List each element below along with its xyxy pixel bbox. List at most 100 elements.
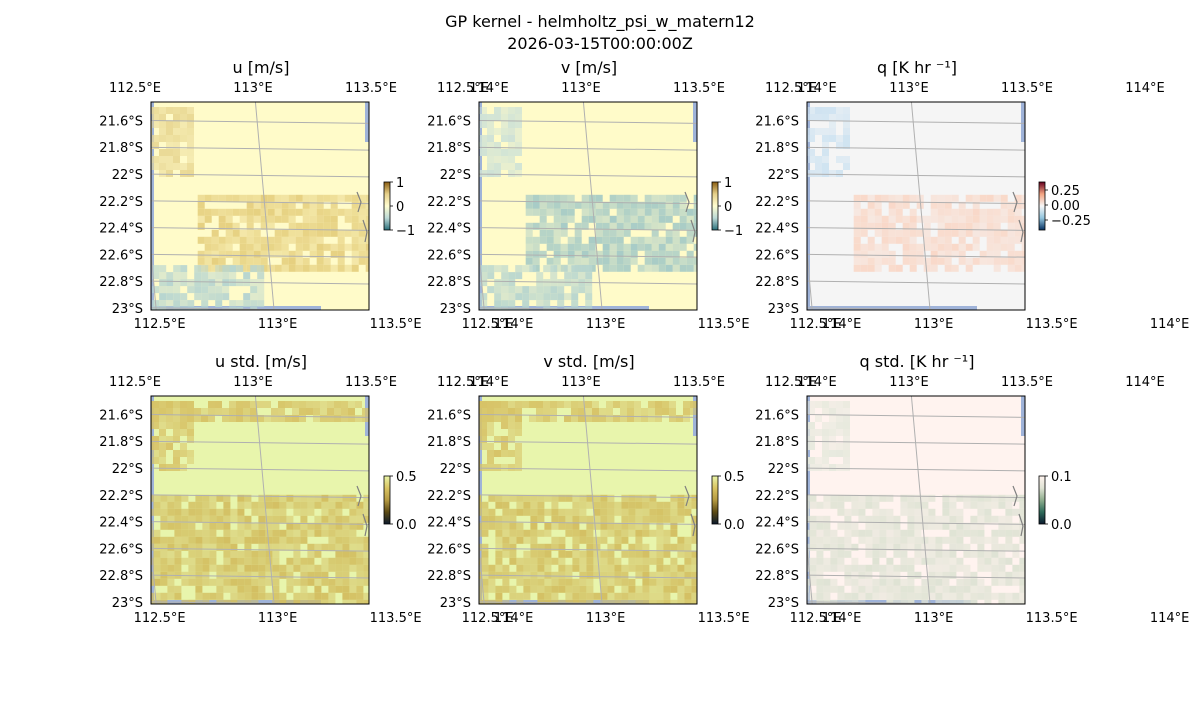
ytick-label: 22.4°S — [755, 222, 799, 237]
map-area — [151, 396, 369, 604]
ytick-label: 22.2°S — [755, 195, 799, 210]
gridline-lat — [807, 173, 1025, 178]
xtick-label-bottom: 113°E — [586, 611, 626, 626]
panel-title: q std. [K hr ⁻¹] — [860, 352, 975, 371]
gridline-lat — [807, 307, 1009, 310]
ocean-west — [479, 102, 482, 310]
xtick-label-bottom: 114°E — [1150, 611, 1190, 626]
panel-title: q [K hr ⁻¹] — [877, 58, 957, 77]
figure-title: GP kernel - helmholtz_psi_w_matern12 — [445, 12, 755, 31]
gridline-lat — [807, 601, 1009, 604]
xtick-label-bottom: 113°E — [914, 317, 954, 332]
xtick-label-bottom: 112.5°E — [462, 611, 514, 626]
gridline-lat — [151, 253, 369, 258]
coastline-inlet — [1018, 219, 1024, 243]
colorbar-1: 1 0 −1 — [383, 176, 415, 239]
xtick-label-top: 114°E — [1125, 375, 1165, 390]
gridline-lat — [151, 414, 369, 418]
colorbar-ramp — [1038, 475, 1046, 525]
gridlines — [807, 102, 1025, 310]
ytick-label: 22.6°S — [755, 248, 799, 263]
gridline-lat — [479, 467, 697, 472]
xtick-label-bottom: 113.5°E — [1026, 317, 1078, 332]
gridline-lat — [479, 146, 697, 151]
colorbar-3: 0.250.00−0.25 — [1038, 181, 1091, 231]
panel-frame — [478, 101, 698, 311]
gridline-lat — [807, 547, 1025, 552]
coastline-inlet — [684, 485, 690, 507]
gridline-lat — [151, 280, 369, 285]
ocean-east — [365, 102, 369, 142]
coastline-inlet — [1012, 191, 1018, 213]
colorbar-ramp — [711, 475, 719, 525]
coastline-inlet — [690, 219, 696, 243]
gridline-lat — [807, 253, 1025, 258]
gridline-lat — [807, 200, 1025, 205]
ocean-east — [693, 102, 697, 142]
colorbar-tick-label: 1 — [724, 176, 732, 191]
xtick-label-top: 113°E — [561, 81, 601, 96]
map-area — [479, 396, 697, 604]
gridlines — [151, 396, 369, 604]
gridline-lon — [910, 102, 931, 310]
panel-5: v std. [m/s] 112.5°E 112.5°E 113°E 113°E 113.… — [427, 352, 862, 626]
gridline-lat — [151, 547, 369, 552]
ytick-label: 21.6°S — [427, 408, 471, 423]
field-background — [807, 102, 1025, 310]
panel-4: u std. [m/s] 112.5°E 112.5°E 113°E 113°E 113.… — [99, 352, 534, 626]
gridline-lon — [807, 540, 813, 604]
xtick-label-bottom: 113.5°E — [370, 611, 422, 626]
xtick-label-top: 113.5°E — [345, 375, 397, 390]
gridline-lat — [807, 120, 1025, 124]
xtick-label-bottom: 113°E — [258, 611, 298, 626]
coastline-inlet — [1012, 485, 1018, 507]
ocean-south — [807, 306, 977, 310]
ytick-label: 22°S — [440, 462, 471, 477]
ytick-label: 21.6°S — [99, 408, 143, 423]
patch-bottom-left — [152, 265, 265, 310]
gridline-lat — [151, 494, 369, 499]
xtick-label-top: 113.5°E — [673, 81, 725, 96]
map-area — [479, 102, 697, 310]
ytick-label: 22.8°S — [755, 275, 799, 290]
gridline-lat — [151, 440, 369, 445]
ytick-label: 21.8°S — [755, 141, 799, 156]
gridline-lat — [479, 200, 697, 205]
gridline-lon — [582, 396, 603, 604]
xtick-label-bottom: 112.5°E — [790, 317, 842, 332]
ocean-west — [807, 102, 810, 310]
gridlines — [479, 102, 697, 310]
xtick-label-bottom: 112.5°E — [462, 317, 514, 332]
gridline-lon — [807, 246, 813, 310]
panel-title: v std. [m/s] — [543, 352, 634, 371]
ytick-label: 21.8°S — [755, 435, 799, 450]
colorbar-tick-label: −1 — [396, 224, 415, 239]
gridline-lat — [479, 414, 697, 418]
xtick-label-top: 114°E — [469, 81, 509, 96]
xtick-label-bottom: 114°E — [494, 611, 534, 626]
panel-2: v [m/s]112.5°E112.5°E113°E113°E113.5°E11… — [427, 58, 861, 332]
colorbar-2: 1 0 −1 — [711, 176, 743, 239]
gridline-lat — [151, 467, 369, 472]
ytick-label: 22.6°S — [427, 248, 471, 263]
ocean-south — [479, 306, 649, 310]
gridline-lon — [910, 396, 931, 604]
gridline-lat — [151, 146, 369, 151]
xtick-label-bottom: 113.5°E — [698, 317, 750, 332]
ytick-label: 22.6°S — [755, 542, 799, 557]
xtick-label-top: 114°E — [797, 375, 837, 390]
xtick-label-bottom: 114°E — [822, 611, 862, 626]
ytick-label: 22°S — [112, 462, 143, 477]
colorbar-5: 0.5 0.0 — [711, 470, 745, 533]
ytick-label: 21.6°S — [427, 114, 471, 129]
coastline — [1083, 151, 1200, 319]
xtick-label-top: 114°E — [469, 375, 509, 390]
gridline-lat — [479, 521, 697, 525]
xtick-label-bottom: 113°E — [914, 611, 954, 626]
colorbar-ramp — [1038, 181, 1046, 231]
xtick-label-top: 113°E — [561, 375, 601, 390]
patch-lower-block — [479, 494, 697, 604]
colorbar-4: 0.5 0.0 — [383, 470, 417, 533]
colorbar-tick-label: 0.5 — [396, 470, 417, 485]
panel-1: u [m/s]112.5°E112.5°E113°E113°E113.5°E11… — [99, 58, 533, 332]
